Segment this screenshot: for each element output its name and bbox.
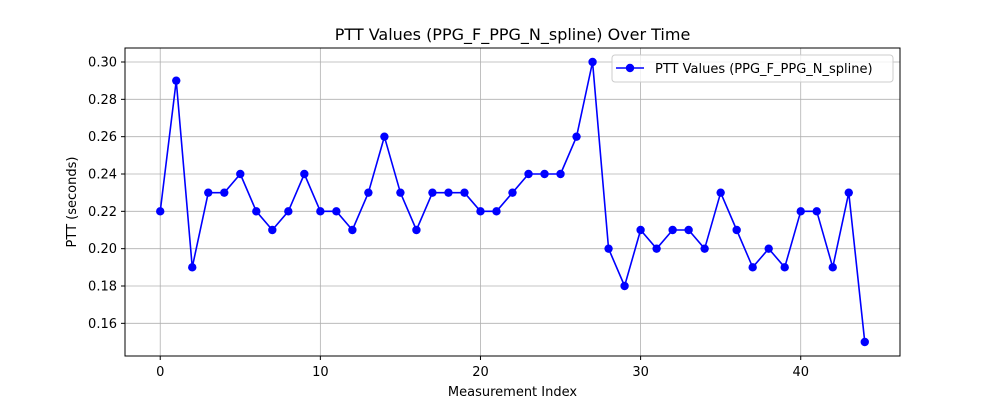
legend-label: PTT Values (PPG_F_PPG_N_spline) [655,62,873,77]
data-point [684,225,693,235]
x-tick-label: 40 [792,365,809,380]
data-point [268,225,277,235]
series-layer [156,57,869,347]
y-tick-label: 0.28 [88,93,117,108]
x-tick-label: 30 [632,365,649,380]
axes: 0 10 20 30 40 0.16 0.18 0.20 0.22 0.24 0.26 0.28 0.3… [88,56,809,381]
y-tick-label: 0.16 [88,317,117,332]
data-point [780,263,789,272]
data-point [316,207,325,216]
data-point [668,225,677,235]
data-point [828,263,837,272]
data-point [236,169,245,179]
data-point [428,188,437,197]
x-tick-label: 0 [156,365,164,380]
chart-title: PTT Values (PPG_F_PPG_N_spline) Over Tim… [335,25,691,45]
grid [125,48,900,356]
data-point [156,207,165,216]
y-axis-label: PTT (seconds) [65,157,80,248]
data-point [764,244,773,253]
data-point [844,188,853,197]
data-point [332,207,341,216]
data-point [252,207,261,216]
data-point [860,337,869,347]
data-point [796,207,805,216]
data-point [396,188,405,197]
y-tick-label: 0.22 [88,205,117,220]
data-point [300,169,309,179]
data-point [444,188,453,197]
data-point [556,169,565,179]
data-point [172,76,181,85]
data-point [364,188,373,197]
data-point [412,225,421,235]
x-tick-label: 20 [472,365,489,380]
y-tick-label: 0.24 [88,168,117,183]
y-tick-label: 0.18 [88,280,117,295]
data-point [716,188,725,197]
data-point [524,169,533,179]
data-point [188,263,197,272]
x-tick-label: 10 [312,365,329,380]
data-point [636,225,645,235]
data-point [508,188,517,197]
legend-box [611,54,894,83]
data-point [700,244,709,253]
y-tick-label: 0.26 [88,130,117,145]
legend-marker-swatch [625,63,635,73]
data-point [220,188,229,197]
data-point [460,188,469,197]
data-point [604,244,613,253]
data-point [492,207,501,216]
y-tick-label: 0.20 [88,242,117,257]
series-line [159,61,866,343]
legend: PTT Values (PPG_F_PPG_N_spline) [611,54,894,83]
data-point [284,207,293,216]
data-point [748,263,757,272]
data-point [204,188,213,197]
data-point [652,244,661,253]
data-point [732,225,741,235]
data-point [572,132,581,141]
data-point [476,207,485,216]
data-point [540,169,549,179]
data-point [620,281,629,291]
data-point [348,225,357,235]
plot-frame [124,47,901,357]
data-point [588,57,597,67]
y-tick-label: 0.30 [88,56,117,71]
x-axis-label: Measurement Index [448,385,577,400]
data-point [812,207,821,216]
data-point [380,132,389,141]
